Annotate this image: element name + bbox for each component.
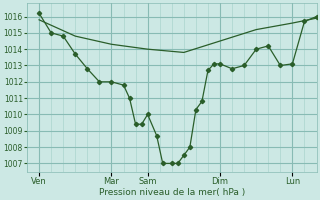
X-axis label: Pression niveau de la mer( hPa ): Pression niveau de la mer( hPa ) xyxy=(99,188,245,197)
